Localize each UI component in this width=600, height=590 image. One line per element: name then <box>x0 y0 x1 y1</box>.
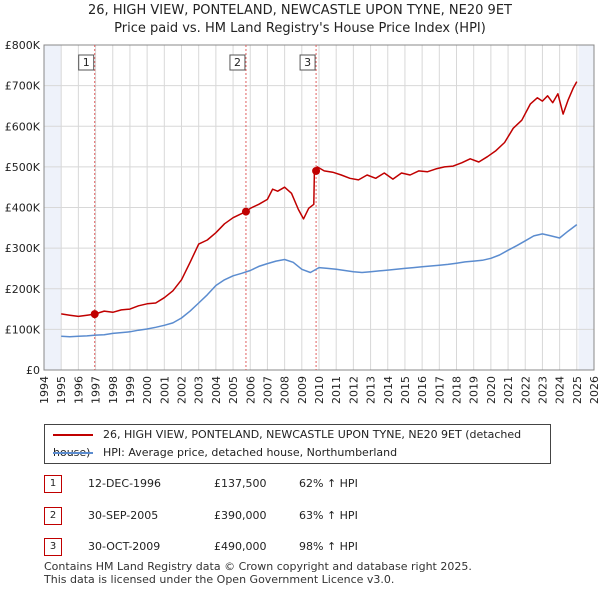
x-tick-label: 2010 <box>313 376 326 404</box>
hpi-series-line <box>61 224 578 338</box>
chart-title: 26, HIGH VIEW, PONTELAND, NEWCASTLE UPON… <box>88 3 512 18</box>
y-tick-label: £700K <box>5 80 41 93</box>
transaction-hpi: 98% ↑ HPI <box>299 540 358 553</box>
x-tick-label: 2009 <box>296 376 309 404</box>
sale-point <box>241 207 250 216</box>
footer-license: This data is licensed under the Open Gov… <box>44 573 395 586</box>
legend-item-property: 26, HIGH VIEW, PONTELAND, NEWCASTLE UPON… <box>53 426 550 459</box>
y-tick-label: £0 <box>26 364 40 377</box>
x-tick-label: 2024 <box>554 376 567 404</box>
transaction-row: 3 30-OCT-2009 £490,000 98% ↑ HPI <box>44 538 564 558</box>
x-tick-label: 2022 <box>519 376 532 404</box>
x-tick-label: 2023 <box>536 376 549 404</box>
legend-label-hpi: HPI: Average price, detached house, Nort… <box>103 446 398 459</box>
transaction-hpi: 62% ↑ HPI <box>299 477 358 490</box>
marker-label: 2 <box>234 56 241 69</box>
y-tick-label: £600K <box>5 120 41 133</box>
x-tick-label: 2018 <box>451 376 464 404</box>
marker-box <box>229 54 246 71</box>
transaction-marker-2: 2 <box>44 507 62 525</box>
transaction-hpi: 63% ↑ HPI <box>299 509 358 522</box>
y-tick-label: £500K <box>5 161 41 174</box>
chart-subtitle: Price paid vs. HM Land Registry's House … <box>114 21 486 36</box>
transaction-price: £137,500 <box>214 477 267 490</box>
x-tick-label: 1999 <box>124 376 137 404</box>
legend-label-property: 26, HIGH VIEW, PONTELAND, NEWCASTLE UPON… <box>53 428 522 459</box>
transaction-row: 2 30-SEP-2005 £390,000 63% ↑ HPI <box>44 507 564 527</box>
y-tick-label: £300K <box>5 242 41 255</box>
x-tick-label: 2006 <box>244 376 257 404</box>
sale-point <box>90 310 99 319</box>
marker-box <box>78 54 95 71</box>
x-tick-label: 2017 <box>433 376 446 404</box>
transaction-date: 12-DEC-1996 <box>88 477 162 490</box>
y-tick-label: £400K <box>5 202 41 215</box>
x-tick-label: 2014 <box>382 376 395 404</box>
transaction-price: £490,000 <box>214 540 267 553</box>
x-tick-label: 2015 <box>399 376 412 404</box>
transaction-marker-3: 3 <box>44 538 62 556</box>
x-tick-label: 2004 <box>210 376 223 404</box>
x-tick-label: 2000 <box>141 376 154 404</box>
sale-point <box>312 166 321 175</box>
transaction-date: 30-OCT-2009 <box>88 540 161 553</box>
legend-item-hpi: HPI: Average price, detached house, Nort… <box>53 444 397 462</box>
marker-label: 1 <box>83 56 90 69</box>
price-chart: £0 £100K £200K £300K £400K £500K £600K £700K £80… <box>5 39 600 404</box>
x-tick-label: 1994 <box>38 376 51 404</box>
x-tick-label: 2019 <box>468 376 481 404</box>
y-tick-label: £100K <box>5 323 41 336</box>
x-tick-label: 2008 <box>279 376 292 404</box>
x-tick-label: 2025 <box>571 376 584 404</box>
x-tick-label: 2001 <box>158 376 171 404</box>
x-tick-label: 1998 <box>107 376 120 404</box>
x-tick-label: 2005 <box>227 376 240 404</box>
legend-swatch-property <box>53 434 93 436</box>
transaction-row: 1 12-DEC-1996 £137,500 62% ↑ HPI <box>44 475 564 495</box>
transaction-marker-1: 1 <box>44 475 62 493</box>
marker-box <box>299 54 316 71</box>
x-tick-label: 2016 <box>416 376 429 404</box>
footer: Contains HM Land Registry data © Crown c… <box>44 560 472 586</box>
plot-frame <box>43 44 595 371</box>
x-tick-label: 2020 <box>485 376 498 404</box>
transaction-price: £390,000 <box>214 509 267 522</box>
marker-label: 3 <box>304 56 311 69</box>
legend-swatch-hpi <box>53 452 93 454</box>
x-tick-label: 2013 <box>365 376 378 404</box>
transaction-date: 30-SEP-2005 <box>88 509 159 522</box>
x-tick-label: 2007 <box>261 376 274 404</box>
x-tick-label: 2012 <box>347 376 360 404</box>
y-tick-label: £800K <box>5 39 41 52</box>
x-tick-label: 2026 <box>588 376 600 404</box>
x-tick-label: 1995 <box>55 376 68 404</box>
footer-copyright: Contains HM Land Registry data © Crown c… <box>44 560 472 573</box>
x-tick-label: 2011 <box>330 376 343 404</box>
x-tick-label: 2021 <box>502 376 515 404</box>
x-tick-label: 2002 <box>176 376 189 404</box>
x-tick-label: 2003 <box>193 376 206 404</box>
y-tick-label: £200K <box>5 283 41 296</box>
x-tick-label: 1997 <box>90 376 103 404</box>
x-tick-label: 1996 <box>72 376 85 404</box>
chart-legend: 26, HIGH VIEW, PONTELAND, NEWCASTLE UPON… <box>44 424 551 464</box>
